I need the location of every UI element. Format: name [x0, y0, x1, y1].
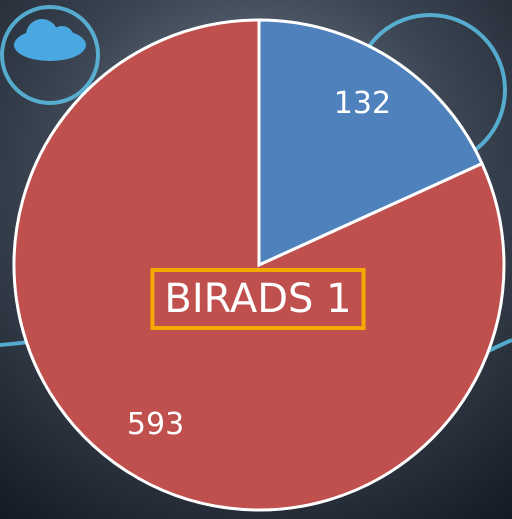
pie: [14, 20, 504, 510]
data-label: 593: [127, 407, 184, 442]
page: 132593 BIRADS 1 (() => { const data = JS…: [0, 0, 512, 519]
data-label: 132: [334, 86, 391, 121]
chart: 132 593 BIRADS 1: [0, 0, 512, 519]
chart-title: BIRADS 1: [164, 276, 351, 322]
